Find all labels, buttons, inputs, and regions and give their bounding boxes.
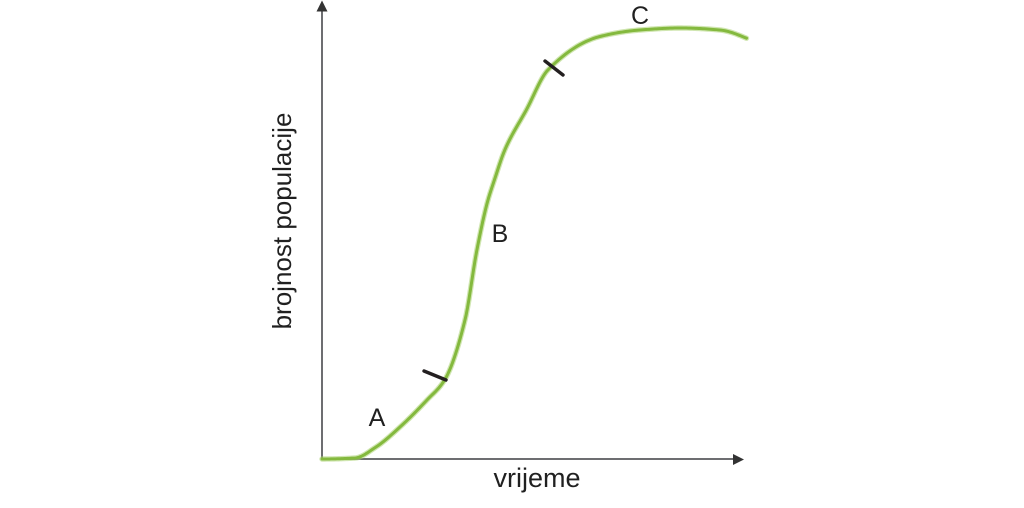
- svg-text:brojnost populacije: brojnost populacije: [267, 113, 297, 330]
- svg-text:C: C: [631, 2, 649, 30]
- svg-text:B: B: [492, 220, 509, 248]
- svg-text:vrijeme: vrijeme: [493, 463, 580, 493]
- svg-text:A: A: [369, 404, 386, 432]
